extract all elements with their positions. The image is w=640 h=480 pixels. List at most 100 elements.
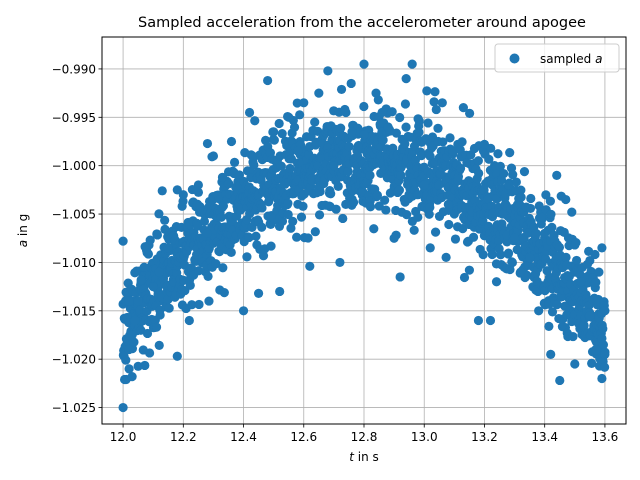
- scatter-point: [365, 202, 376, 212]
- scatter-point: [391, 128, 401, 138]
- scatter-point: [600, 306, 610, 316]
- x-tick-label: 12.0: [110, 430, 137, 444]
- ticks-layer: 12.0 12.2 12.4 12.6 12.8 13.0 13.2 13.4 13.6 −0.9…: [52, 62, 619, 444]
- y-tick-label: −1.025: [52, 401, 96, 415]
- scatter-point: [380, 195, 390, 205]
- scatter-point: [571, 238, 581, 248]
- scatter-point: [497, 209, 508, 219]
- scatter-point: [314, 210, 325, 220]
- scatter-point: [305, 261, 315, 271]
- scatter-point: [338, 213, 348, 224]
- scatter-point: [395, 112, 405, 123]
- scatter-point: [457, 137, 467, 147]
- scatter-point: [571, 255, 582, 266]
- scatter-point: [413, 212, 423, 222]
- scatter-point: [160, 215, 170, 225]
- scatter-point: [218, 263, 228, 273]
- scatter-point: [263, 75, 273, 86]
- scatter-point: [479, 139, 490, 149]
- scatter-point: [591, 344, 601, 355]
- scatter-point: [163, 294, 173, 305]
- scatter-point: [238, 306, 249, 316]
- scatter-point: [219, 288, 229, 298]
- scatter-point: [495, 161, 505, 171]
- x-tick-label: 12.6: [290, 430, 317, 444]
- scatter-point: [526, 193, 536, 204]
- scatter-point: [570, 359, 580, 369]
- scatter-point: [579, 320, 589, 331]
- scatter-point: [414, 127, 424, 137]
- scatter-point: [133, 296, 143, 306]
- scatter-point: [310, 117, 320, 127]
- scatter-point: [284, 112, 294, 122]
- scatter-point: [154, 267, 164, 277]
- scatter-point: [336, 84, 347, 95]
- scatter-point: [258, 251, 269, 261]
- y-tick-label: −1.020: [52, 353, 96, 367]
- scatter-point: [353, 141, 363, 151]
- scatter-point: [229, 157, 240, 167]
- scatter-point: [594, 267, 604, 277]
- chart-title: Sampled acceleration from the accelerome…: [138, 15, 586, 31]
- scatter-point: [214, 247, 225, 257]
- scatter-point: [277, 128, 287, 139]
- scatter-point: [503, 248, 514, 258]
- scatter-point: [314, 88, 324, 98]
- scatter-point: [226, 136, 237, 147]
- y-tick-label: −1.005: [52, 208, 96, 222]
- scatter-point: [425, 243, 435, 253]
- scatter-point: [437, 98, 447, 108]
- scatter-point: [508, 170, 518, 180]
- scatter-point: [555, 375, 565, 386]
- scatter-point: [152, 230, 163, 240]
- scatter-point: [516, 185, 526, 195]
- scatter-point: [395, 272, 405, 282]
- scatter-point: [359, 59, 369, 69]
- scatter-point: [400, 139, 410, 149]
- scatter-point: [142, 248, 152, 258]
- scatter-point: [540, 286, 550, 296]
- scatter-point: [540, 228, 550, 238]
- scatter-point: [130, 315, 140, 326]
- scatter-point: [127, 330, 137, 340]
- scatter-point: [465, 108, 475, 118]
- scatter-point: [568, 331, 578, 342]
- scatter-point: [329, 161, 339, 171]
- scatter-point: [136, 275, 146, 285]
- scatter-point: [509, 233, 520, 243]
- scatter-point: [429, 97, 439, 107]
- scatter-point: [525, 252, 535, 263]
- scatter-point: [394, 185, 405, 195]
- scatter-point: [401, 74, 411, 84]
- scatter-point: [251, 231, 261, 241]
- scatter-point: [142, 328, 153, 339]
- scatter-point: [600, 362, 610, 372]
- scatter-point: [511, 177, 521, 187]
- scatter-point: [441, 252, 451, 262]
- scatter-point: [407, 59, 417, 69]
- scatter-point: [401, 122, 411, 132]
- scatter-point: [298, 201, 308, 211]
- x-axis-label-var: t: [349, 450, 355, 464]
- y-tick-label: −1.015: [52, 304, 96, 318]
- scatter-point: [269, 135, 279, 145]
- scatter-point: [283, 198, 293, 208]
- scatter-point: [519, 167, 530, 177]
- scatter-point: [187, 300, 197, 310]
- scatter-point: [145, 235, 155, 245]
- scatter-point: [124, 296, 134, 306]
- scatter-point: [154, 209, 164, 219]
- scatter-point: [359, 101, 369, 112]
- scatter-point: [216, 212, 226, 222]
- scatter-point: [484, 154, 494, 164]
- scatter-point: [129, 337, 139, 347]
- scatter-point: [140, 360, 150, 371]
- scatter-point: [118, 236, 128, 246]
- scatter-point: [203, 271, 213, 281]
- scatter-point: [478, 250, 488, 260]
- scatter-point: [372, 190, 383, 200]
- scatter-point: [266, 241, 276, 251]
- scatter-point: [585, 311, 595, 321]
- scatter-point: [455, 145, 465, 155]
- scatter-point: [600, 349, 610, 359]
